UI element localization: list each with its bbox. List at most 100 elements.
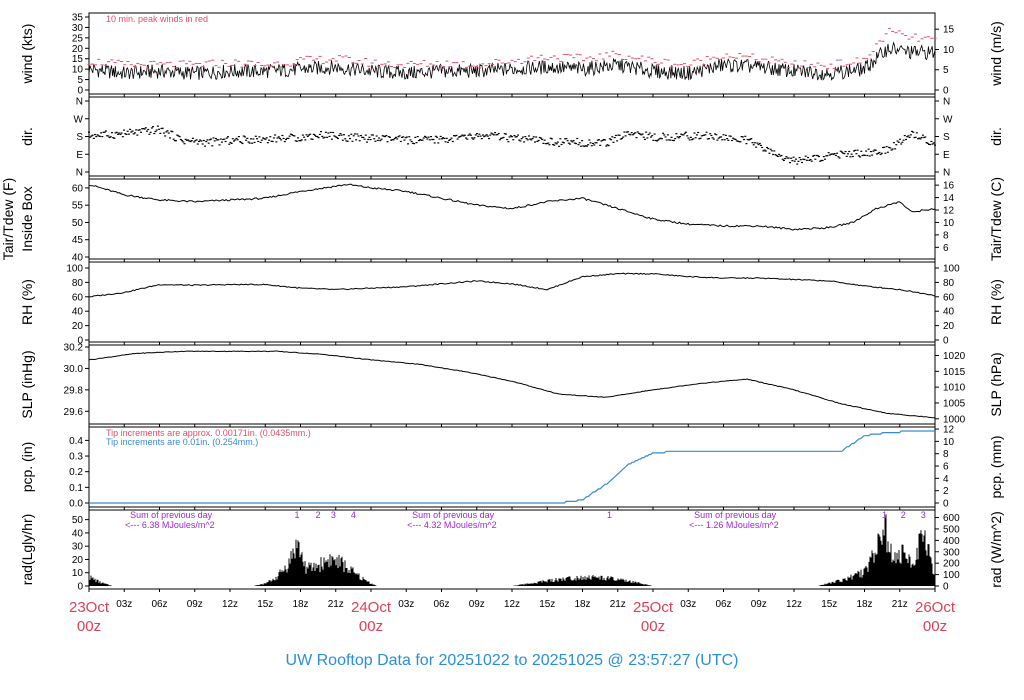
slp-left-tick-label: 29.8 — [64, 385, 84, 396]
wind-left-tick-label: 0 — [77, 86, 83, 97]
rad-right-tick-label: 400 — [943, 536, 960, 547]
rad-right-axis-label: rad (W/m^2) — [988, 511, 1004, 588]
slp-left-axis-label: SLP (inHg) — [19, 350, 35, 418]
temp-right-tick-label: 8 — [943, 230, 949, 241]
wind-left-tick-label: 30 — [72, 23, 84, 34]
rh-left-tick-label: 60 — [72, 292, 84, 303]
temp-left-tick-label: 50 — [72, 218, 84, 229]
wind-speed-line — [88, 41, 936, 81]
x-hour-tick-label: 12z — [504, 599, 520, 610]
temp-right-tick-label: 10 — [943, 218, 955, 229]
x-day-hour-label: 00z — [77, 618, 101, 635]
rad-marker-label: 1 — [607, 510, 612, 520]
slp-line — [88, 350, 935, 419]
rad-left-axis-label: rad(Lgly/hr) — [19, 514, 35, 586]
rh-right-axis-label: RH (%) — [988, 279, 1004, 325]
pcp-right-tick-label: 0 — [943, 499, 949, 510]
dir-left-tick-label: N — [76, 168, 83, 179]
temp-left-axis-sublabel: Inside Box — [19, 186, 35, 251]
slp-left-tick-label: 29.6 — [64, 407, 84, 418]
x-hour-tick-label: 06z — [715, 599, 731, 610]
x-hour-tick-label: 15z — [257, 599, 273, 610]
x-hour-tick-label: 09z — [187, 599, 203, 610]
x-hour-tick-label: 18z — [856, 599, 872, 610]
rad-left-tick-label: 50 — [72, 515, 84, 526]
dir-left-tick-label: E — [76, 150, 83, 161]
pcp-left-tick-label: 0.2 — [69, 467, 83, 478]
panel-frame-slp — [88, 344, 936, 425]
pcp-right-axis-label: pcp. (mm) — [988, 436, 1004, 499]
pcp-right-tick-label: 4 — [943, 474, 949, 485]
rad-right-tick-label: 0 — [943, 582, 949, 593]
dir-right-tick-label: E — [943, 150, 950, 161]
rh-left-tick-label: 80 — [72, 278, 84, 289]
wind-right-tick-label: 15 — [943, 25, 955, 36]
x-hour-tick-label: 03z — [398, 599, 414, 610]
wind-right-tick-label: 0 — [943, 86, 949, 97]
rad-right-tick-label: 200 — [943, 559, 960, 570]
temp-right-tick-label: 14 — [943, 193, 955, 204]
rh-left-tick-label: 40 — [72, 307, 84, 318]
x-hour-tick-label: 21z — [892, 599, 908, 610]
wind-left-tick-label: 20 — [72, 44, 84, 55]
pcp-left-axis-label: pcp. (in) — [19, 442, 35, 493]
wind-left-tick-label: 10 — [72, 65, 84, 76]
slp-left-tick-label: 30.0 — [64, 364, 84, 375]
rad-sum-value: <--- 4.32 MJoules/m^2 — [407, 520, 497, 530]
rad-left-tick-label: 30 — [72, 542, 84, 553]
rh-right-tick-label: 0 — [943, 336, 949, 347]
wind-right-tick-label: 5 — [943, 65, 949, 76]
x-hour-tick-label: 03z — [680, 599, 696, 610]
x-day-label: 25Oct — [633, 599, 674, 616]
footer-title: UW Rooftop Data for 20251022 to 20251025… — [286, 652, 739, 669]
x-hour-tick-label: 12z — [222, 599, 238, 610]
slp-left-tick-label: 30.2 — [64, 343, 84, 354]
rad-marker-label: 2 — [901, 510, 906, 520]
dir-right-tick-label: W — [943, 114, 953, 125]
rh-left-tick-label: 20 — [72, 321, 84, 332]
temp-left-tick-label: 60 — [72, 183, 84, 194]
temp-left-tick-label: 40 — [72, 253, 84, 264]
x-axis: 03z 06z 09z 12z 15z 18z 21z 03z 06z 09z 12z 15z 18z 2… — [69, 599, 956, 635]
rh-right-tick-label: 100 — [943, 264, 960, 275]
x-hour-tick-label: 09z — [469, 599, 485, 610]
slp-right-tick-label: 1000 — [943, 414, 966, 425]
slp-right-tick-label: 1020 — [943, 351, 966, 362]
dir-left-tick-label: W — [74, 114, 84, 125]
pcp-right-tick-label: 8 — [943, 449, 949, 460]
x-hour-tick-label: 21z — [610, 599, 626, 610]
rh-right-tick-label: 80 — [943, 278, 955, 289]
panel-frame-temp — [88, 178, 936, 260]
x-hour-tick-label: 06z — [151, 599, 167, 610]
x-hour-tick-label: 21z — [328, 599, 344, 610]
x-hour-tick-label: 15z — [821, 599, 837, 610]
pcp-right-tick-label: 2 — [943, 486, 949, 497]
temp-left-axis-label: Tair/Tdew (F) — [0, 178, 16, 260]
rad-marker-label: 1 — [882, 510, 887, 520]
x-hour-tick-label: 18z — [574, 599, 590, 610]
dir-left-axis-label: dir. — [19, 127, 35, 146]
rad-right-tick-label: 300 — [943, 547, 960, 558]
x-hour-tick-label: 03z — [116, 599, 132, 610]
rad-right-tick-label: 100 — [943, 570, 960, 581]
rh-line — [88, 272, 936, 298]
rad-right-tick-label: 500 — [943, 524, 960, 535]
pcp-right-tick-label: 10 — [943, 437, 955, 448]
panel-frame-rad — [88, 509, 936, 590]
x-day-hour-label: 00z — [923, 618, 947, 635]
wind-left-axis-label: wind (kts) — [19, 24, 35, 85]
dir-left-tick-label: S — [76, 132, 83, 143]
x-hour-tick-label: 09z — [751, 599, 767, 610]
temp-left-tick-label: 55 — [72, 201, 84, 212]
wind-right-tick-label: 10 — [943, 45, 955, 56]
x-day-label: 23Oct — [69, 599, 110, 616]
wind-peak-note: 10 min. peak winds in red — [106, 14, 208, 24]
rad-left-tick-label: 40 — [72, 528, 84, 539]
rh-right-tick-label: 20 — [943, 321, 955, 332]
rh-left-tick-label: 100 — [66, 264, 83, 275]
rh-right-tick-label: 40 — [943, 307, 955, 318]
rad-marker-label: 1 — [294, 510, 299, 520]
dir-right-axis-label: dir. — [988, 127, 1004, 146]
rad-right-tick-label: 600 — [943, 513, 960, 524]
